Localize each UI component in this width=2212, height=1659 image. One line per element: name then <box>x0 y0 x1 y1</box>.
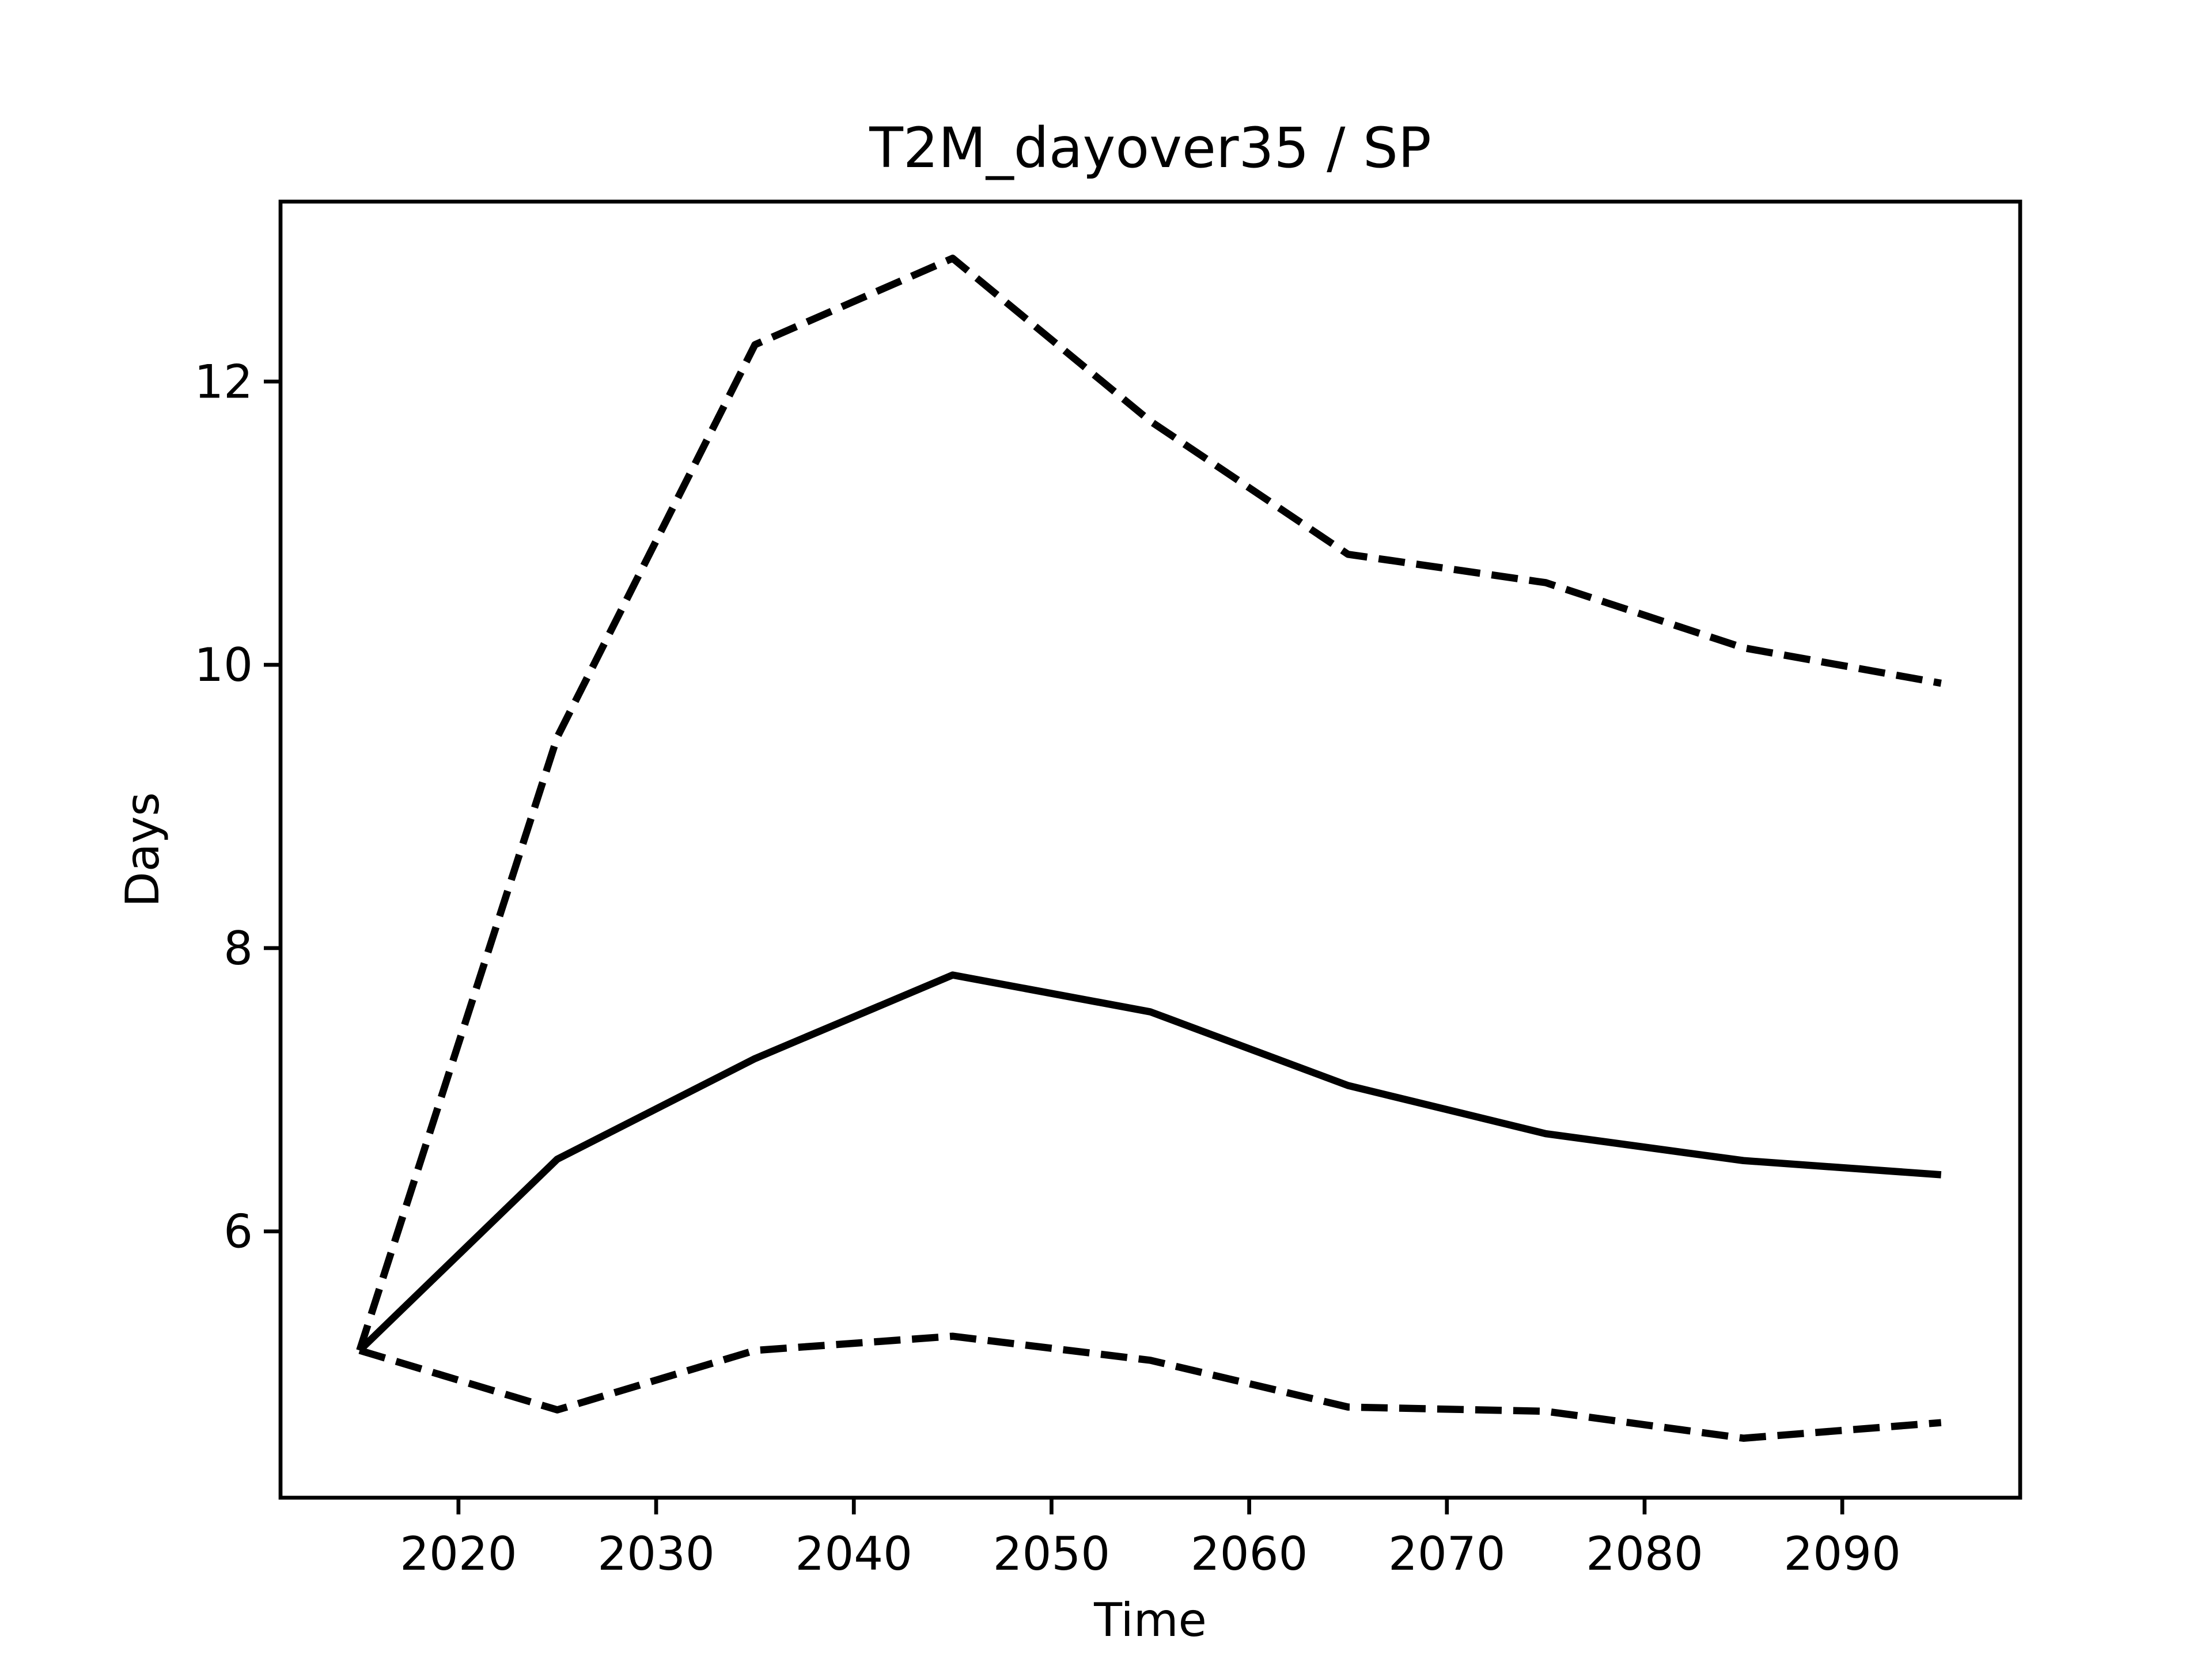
y-tick-label: 12 <box>194 355 253 408</box>
y-axis-label: Days <box>116 792 169 907</box>
y-tick-label: 6 <box>224 1205 253 1259</box>
x-tick-label: 2020 <box>400 1527 517 1581</box>
x-tick-label: 2060 <box>1191 1527 1308 1581</box>
series-line <box>356 255 1942 1352</box>
x-tick-label: 2040 <box>795 1527 912 1581</box>
series-line <box>357 971 1942 1353</box>
x-axis-label: Time <box>1093 1593 1207 1647</box>
x-tick-label: 2070 <box>1388 1527 1506 1581</box>
x-tick-label: 2080 <box>1586 1527 1703 1581</box>
y-tick-label: 10 <box>194 638 253 692</box>
x-tick-label: 2030 <box>597 1527 715 1581</box>
y-tick-label: 8 <box>224 922 253 975</box>
chart-title: T2M_dayover35 / SP <box>869 116 1431 180</box>
plot-frame <box>278 199 2022 1500</box>
x-tick-label: 2050 <box>993 1527 1111 1581</box>
x-tick-label: 2090 <box>1783 1527 1901 1581</box>
series-line <box>358 1332 1942 1442</box>
